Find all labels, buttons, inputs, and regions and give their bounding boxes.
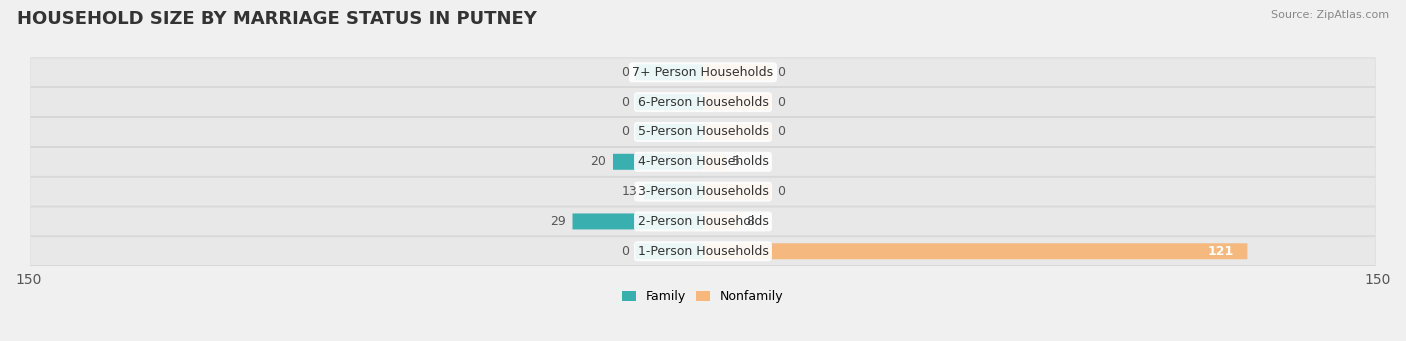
Text: 0: 0 [621,66,628,79]
FancyBboxPatch shape [31,58,1375,87]
Text: 0: 0 [778,185,785,198]
FancyBboxPatch shape [636,94,703,110]
FancyBboxPatch shape [31,117,1375,147]
Text: 0: 0 [778,95,785,109]
Text: 4-Person Households: 4-Person Households [637,155,769,168]
FancyBboxPatch shape [572,213,703,229]
Text: HOUSEHOLD SIZE BY MARRIAGE STATUS IN PUTNEY: HOUSEHOLD SIZE BY MARRIAGE STATUS IN PUT… [17,10,537,28]
FancyBboxPatch shape [31,177,1375,206]
Text: 13: 13 [621,185,638,198]
FancyBboxPatch shape [31,148,1375,176]
Text: 29: 29 [550,215,565,228]
Text: 121: 121 [1208,245,1234,258]
Text: 5: 5 [733,155,740,168]
Text: 5-Person Households: 5-Person Households [637,125,769,138]
FancyBboxPatch shape [31,207,1375,236]
Text: 8: 8 [745,215,754,228]
Text: 0: 0 [621,245,628,258]
FancyBboxPatch shape [31,147,1375,177]
Text: 3-Person Households: 3-Person Households [637,185,769,198]
FancyBboxPatch shape [703,154,725,170]
Text: 0: 0 [778,66,785,79]
FancyBboxPatch shape [31,87,1375,117]
FancyBboxPatch shape [644,183,703,199]
FancyBboxPatch shape [703,243,1247,259]
FancyBboxPatch shape [636,243,703,259]
FancyBboxPatch shape [31,237,1375,265]
FancyBboxPatch shape [613,154,703,170]
Text: 1-Person Households: 1-Person Households [637,245,769,258]
FancyBboxPatch shape [31,58,1375,87]
FancyBboxPatch shape [703,213,740,229]
Text: 20: 20 [591,155,606,168]
Text: 2-Person Households: 2-Person Households [637,215,769,228]
FancyBboxPatch shape [31,118,1375,146]
Text: 0: 0 [621,125,628,138]
FancyBboxPatch shape [31,237,1375,266]
FancyBboxPatch shape [31,207,1375,236]
FancyBboxPatch shape [703,64,770,80]
FancyBboxPatch shape [636,64,703,80]
FancyBboxPatch shape [31,88,1375,116]
Text: 0: 0 [621,95,628,109]
FancyBboxPatch shape [703,124,770,140]
Text: 6-Person Households: 6-Person Households [637,95,769,109]
Text: 7+ Person Households: 7+ Person Households [633,66,773,79]
FancyBboxPatch shape [703,94,770,110]
Text: Source: ZipAtlas.com: Source: ZipAtlas.com [1271,10,1389,20]
FancyBboxPatch shape [636,124,703,140]
FancyBboxPatch shape [31,177,1375,206]
Legend: Family, Nonfamily: Family, Nonfamily [617,285,789,308]
FancyBboxPatch shape [703,183,770,199]
Text: 0: 0 [778,125,785,138]
